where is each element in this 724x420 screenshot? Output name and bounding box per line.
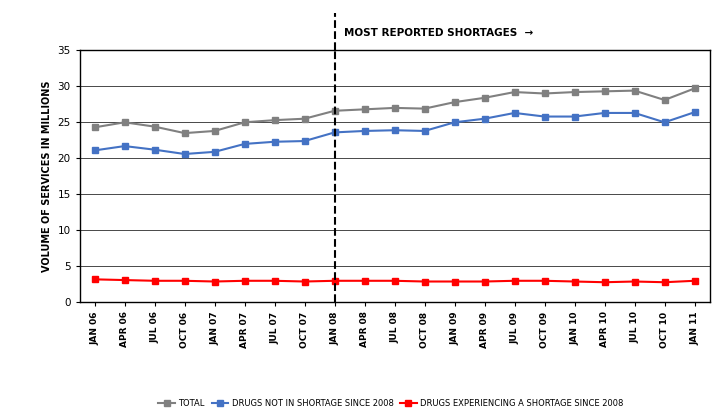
TOTAL bbox=[180, 131, 189, 136]
DRUGS EXPERIENCING A SHORTAGE SINCE 2008 bbox=[90, 277, 99, 282]
Text: MOST REPORTED SHORTAGES  →: MOST REPORTED SHORTAGES → bbox=[344, 28, 533, 38]
Line: TOTAL: TOTAL bbox=[92, 86, 697, 136]
Line: DRUGS EXPERIENCING A SHORTAGE SINCE 2008: DRUGS EXPERIENCING A SHORTAGE SINCE 2008 bbox=[92, 277, 697, 285]
TOTAL bbox=[120, 120, 129, 125]
Y-axis label: VOLUME OF SERVICES IN MILLIONS: VOLUME OF SERVICES IN MILLIONS bbox=[42, 81, 52, 272]
DRUGS NOT IN SHORTAGE SINCE 2008 bbox=[151, 147, 159, 152]
DRUGS NOT IN SHORTAGE SINCE 2008 bbox=[180, 152, 189, 157]
DRUGS EXPERIENCING A SHORTAGE SINCE 2008 bbox=[540, 278, 549, 284]
TOTAL bbox=[420, 106, 429, 111]
DRUGS EXPERIENCING A SHORTAGE SINCE 2008 bbox=[361, 278, 369, 284]
TOTAL bbox=[240, 120, 249, 125]
DRUGS EXPERIENCING A SHORTAGE SINCE 2008 bbox=[390, 278, 399, 284]
DRUGS NOT IN SHORTAGE SINCE 2008 bbox=[540, 114, 549, 119]
DRUGS EXPERIENCING A SHORTAGE SINCE 2008 bbox=[450, 279, 459, 284]
TOTAL bbox=[480, 95, 489, 100]
DRUGS EXPERIENCING A SHORTAGE SINCE 2008 bbox=[420, 279, 429, 284]
TOTAL bbox=[90, 125, 99, 130]
DRUGS EXPERIENCING A SHORTAGE SINCE 2008 bbox=[330, 278, 339, 284]
TOTAL bbox=[330, 108, 339, 113]
TOTAL bbox=[540, 91, 549, 96]
TOTAL bbox=[300, 116, 309, 121]
DRUGS NOT IN SHORTAGE SINCE 2008 bbox=[210, 150, 219, 155]
DRUGS EXPERIENCING A SHORTAGE SINCE 2008 bbox=[690, 278, 699, 284]
DRUGS EXPERIENCING A SHORTAGE SINCE 2008 bbox=[600, 280, 609, 285]
DRUGS NOT IN SHORTAGE SINCE 2008 bbox=[240, 142, 249, 147]
DRUGS EXPERIENCING A SHORTAGE SINCE 2008 bbox=[180, 278, 189, 284]
TOTAL bbox=[510, 89, 519, 94]
TOTAL bbox=[630, 88, 639, 93]
DRUGS NOT IN SHORTAGE SINCE 2008 bbox=[361, 129, 369, 134]
DRUGS NOT IN SHORTAGE SINCE 2008 bbox=[420, 129, 429, 134]
DRUGS EXPERIENCING A SHORTAGE SINCE 2008 bbox=[300, 279, 309, 284]
DRUGS EXPERIENCING A SHORTAGE SINCE 2008 bbox=[630, 279, 639, 284]
TOTAL bbox=[600, 89, 609, 94]
TOTAL bbox=[151, 124, 159, 129]
TOTAL bbox=[660, 97, 669, 102]
Line: DRUGS NOT IN SHORTAGE SINCE 2008: DRUGS NOT IN SHORTAGE SINCE 2008 bbox=[92, 110, 697, 157]
DRUGS NOT IN SHORTAGE SINCE 2008 bbox=[510, 110, 519, 116]
DRUGS NOT IN SHORTAGE SINCE 2008 bbox=[571, 114, 579, 119]
TOTAL bbox=[361, 107, 369, 112]
DRUGS NOT IN SHORTAGE SINCE 2008 bbox=[330, 130, 339, 135]
DRUGS NOT IN SHORTAGE SINCE 2008 bbox=[300, 139, 309, 144]
DRUGS NOT IN SHORTAGE SINCE 2008 bbox=[600, 110, 609, 116]
DRUGS EXPERIENCING A SHORTAGE SINCE 2008 bbox=[151, 278, 159, 284]
DRUGS EXPERIENCING A SHORTAGE SINCE 2008 bbox=[120, 278, 129, 283]
TOTAL bbox=[270, 118, 279, 123]
DRUGS NOT IN SHORTAGE SINCE 2008 bbox=[450, 120, 459, 125]
TOTAL bbox=[210, 129, 219, 134]
DRUGS EXPERIENCING A SHORTAGE SINCE 2008 bbox=[240, 278, 249, 284]
TOTAL bbox=[690, 86, 699, 91]
DRUGS NOT IN SHORTAGE SINCE 2008 bbox=[690, 110, 699, 115]
DRUGS EXPERIENCING A SHORTAGE SINCE 2008 bbox=[571, 279, 579, 284]
DRUGS NOT IN SHORTAGE SINCE 2008 bbox=[390, 128, 399, 133]
DRUGS EXPERIENCING A SHORTAGE SINCE 2008 bbox=[660, 280, 669, 285]
DRUGS NOT IN SHORTAGE SINCE 2008 bbox=[480, 116, 489, 121]
TOTAL bbox=[571, 89, 579, 94]
DRUGS NOT IN SHORTAGE SINCE 2008 bbox=[270, 139, 279, 144]
DRUGS NOT IN SHORTAGE SINCE 2008 bbox=[660, 120, 669, 125]
TOTAL bbox=[450, 100, 459, 105]
DRUGS EXPERIENCING A SHORTAGE SINCE 2008 bbox=[510, 278, 519, 284]
Legend: TOTAL, DRUGS NOT IN SHORTAGE SINCE 2008, DRUGS EXPERIENCING A SHORTAGE SINCE 200: TOTAL, DRUGS NOT IN SHORTAGE SINCE 2008,… bbox=[155, 396, 627, 412]
DRUGS NOT IN SHORTAGE SINCE 2008 bbox=[90, 148, 99, 153]
DRUGS EXPERIENCING A SHORTAGE SINCE 2008 bbox=[270, 278, 279, 284]
DRUGS EXPERIENCING A SHORTAGE SINCE 2008 bbox=[480, 279, 489, 284]
TOTAL bbox=[390, 105, 399, 110]
DRUGS NOT IN SHORTAGE SINCE 2008 bbox=[120, 144, 129, 149]
DRUGS EXPERIENCING A SHORTAGE SINCE 2008 bbox=[210, 279, 219, 284]
DRUGS NOT IN SHORTAGE SINCE 2008 bbox=[630, 110, 639, 116]
